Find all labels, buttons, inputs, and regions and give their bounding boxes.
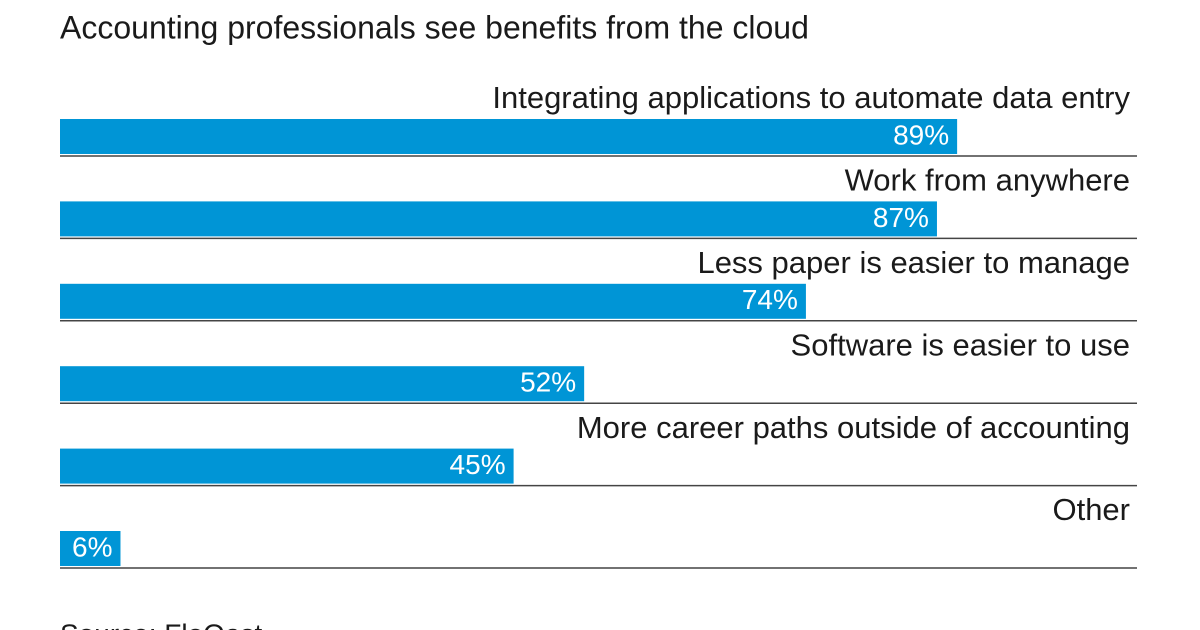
bar — [60, 531, 121, 566]
category-label: Less paper is easier to manage — [697, 245, 1130, 280]
category-label: Work from anywhere — [845, 163, 1130, 198]
value-label: 52% — [520, 367, 576, 398]
value-label: 45% — [450, 449, 506, 480]
category-label: More career paths outside of accounting — [577, 410, 1130, 445]
source: Source: FloQast — [60, 618, 263, 630]
bar — [60, 448, 514, 484]
category-label: Integrating applications to automate dat… — [492, 80, 1130, 115]
bar — [60, 119, 958, 154]
chart-subtitle: Accounting professionals see benefits fr… — [60, 9, 809, 45]
bar — [60, 366, 585, 402]
value-label: 89% — [893, 119, 949, 150]
value-label: 6% — [72, 531, 112, 562]
value-label: 74% — [742, 284, 798, 315]
bar — [60, 201, 937, 237]
value-label: 87% — [873, 202, 929, 233]
bar — [60, 283, 806, 319]
category-label: Software is easier to use — [791, 327, 1130, 362]
category-label: Other — [1052, 492, 1130, 527]
